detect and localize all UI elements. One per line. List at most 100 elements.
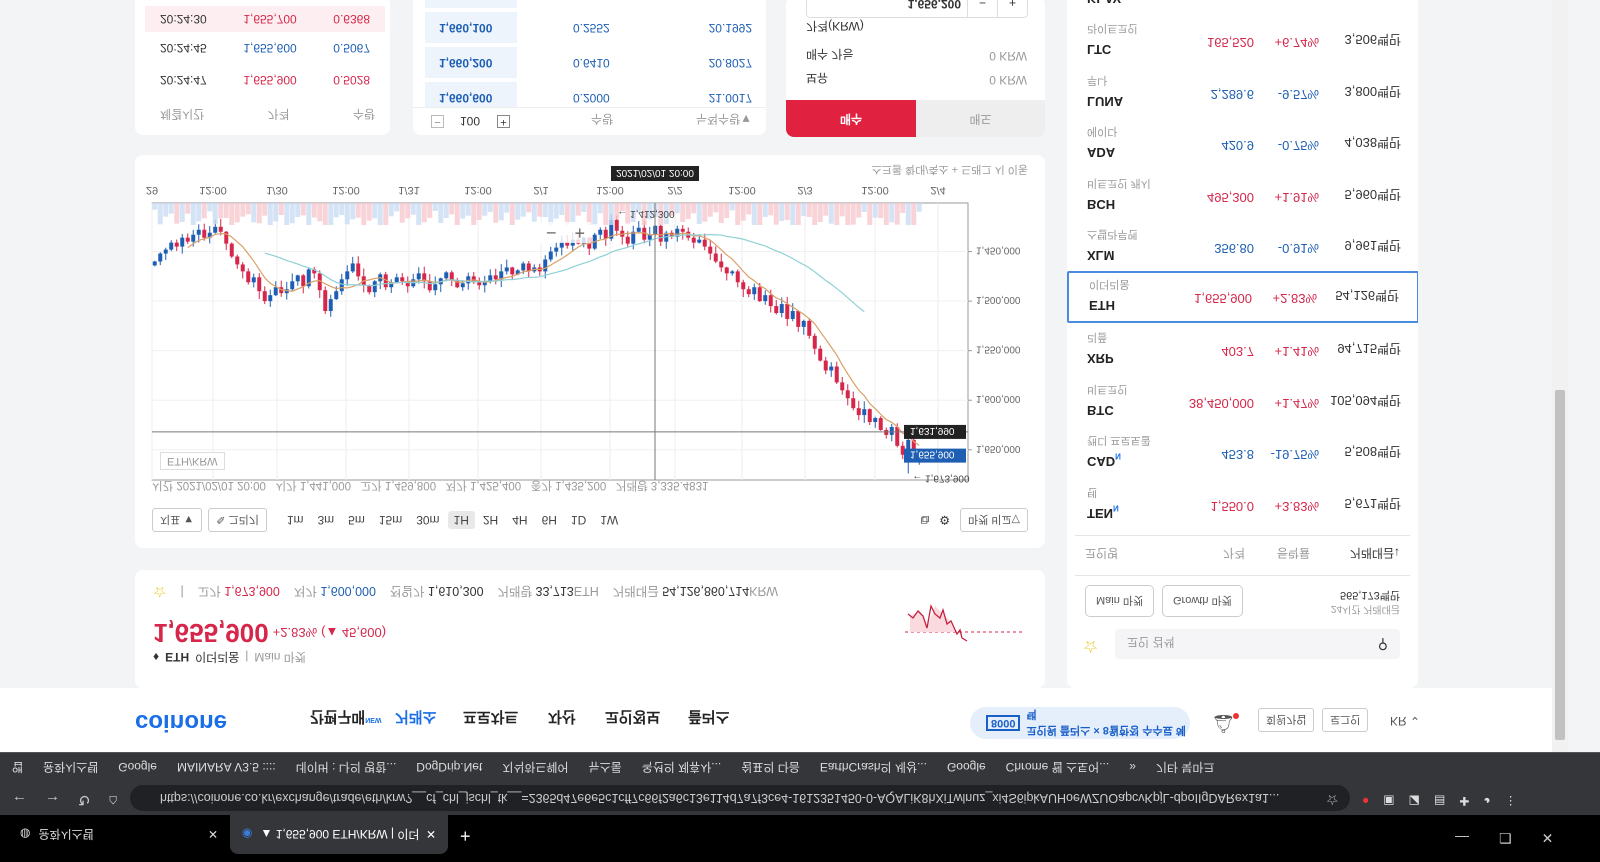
- candlestick-chart[interactable]: 29 12:00 1/30 12:00 1/31 12:00 2/1 12:00 2/2 12:0…: [135, 155, 1045, 548]
- market-row-ltc[interactable]: LTC 라이트코인 165,520 +6.74% 3,506백만: [1087, 22, 1401, 58]
- bookmark-item[interactable]: 옥션의 제휴사...: [641, 760, 722, 774]
- change-percent: +2.83%: [272, 625, 318, 640]
- volume-bar: [267, 203, 273, 225]
- coinone-logo[interactable]: coinone: [135, 709, 228, 736]
- sell-tab[interactable]: 매도: [916, 100, 1045, 137]
- market-row-cad[interactable]: CADN 캔디 프로토콜 453.8 -19.75% 5,508백만: [1087, 434, 1401, 470]
- price-decrease-button[interactable]: −: [967, 0, 997, 17]
- bookmark-item[interactable]: Chrome 웹 스토어...: [1005, 760, 1110, 774]
- forward-icon[interactable]: →: [45, 792, 60, 809]
- nav-item[interactable]: 플러스: [688, 708, 730, 725]
- zoom-in-button[interactable]: +: [574, 223, 586, 243]
- candle: [273, 287, 278, 296]
- extension-icon[interactable]: ▤: [1433, 794, 1446, 808]
- favorite-star-icon[interactable]: ☆: [153, 583, 167, 601]
- language-select[interactable]: KR ⌄: [1390, 714, 1421, 728]
- bookmark-item[interactable]: »: [1129, 760, 1136, 775]
- bookmark-item[interactable]: 네이버 : 나의 명함...: [295, 760, 397, 774]
- volume-bar: [278, 203, 284, 215]
- market-row-eth[interactable]: ETH 이더리움 1,655,900 +2.83% 54,126백만: [1067, 271, 1418, 323]
- nav-item[interactable]: 간편구매NEW: [310, 708, 382, 725]
- candle: [752, 287, 757, 295]
- volume-bar: [553, 203, 559, 219]
- close-tab-icon[interactable]: ✕: [425, 827, 436, 842]
- volume-bar: [405, 203, 411, 219]
- bookmark-star-icon[interactable]: ☆: [1326, 792, 1339, 808]
- notification-bell-icon[interactable]: 🔔︎: [1212, 713, 1239, 734]
- volume-bar: [201, 203, 207, 219]
- market-row-ada[interactable]: ADA 에이다 420.9 -0.75% 4,038백만: [1087, 125, 1401, 161]
- promo-banner[interactable]: 8000 코인원 플러스 × 8월한정 수수료 혜택: [970, 707, 1190, 739]
- browser-tab[interactable]: ◍ 윤화시스템 ✕: [20, 827, 218, 842]
- login-button[interactable]: 로그인: [1322, 708, 1369, 732]
- bookmark-item[interactable]: Google: [118, 760, 157, 775]
- profile-avatar[interactable]: ◕: [1483, 794, 1491, 808]
- close-tab-icon[interactable]: ✕: [207, 827, 218, 842]
- bookmark-item[interactable]: 쉼표의 다음: [741, 760, 800, 774]
- sort-by-volume[interactable]: 거래대금↓: [1349, 546, 1400, 560]
- market-row-luna[interactable]: LUNA 루나 2,289.6 -9.57% 3,800백만: [1087, 74, 1401, 109]
- market-row-btc[interactable]: BTC 비트코인 38,450,000 +1.47% 105,094백만: [1087, 383, 1401, 418]
- scrollbar-thumb[interactable]: [1555, 390, 1565, 740]
- main-market-button[interactable]: Main 마켓: [1085, 585, 1155, 617]
- bookmark-item[interactable]: Google: [946, 760, 986, 775]
- bookmark-item[interactable]: EarthCrash의 세상...: [819, 760, 927, 774]
- reload-icon[interactable]: ↻: [78, 791, 91, 808]
- signup-button[interactable]: 회원가입: [1258, 708, 1315, 732]
- market-row-ten[interactable]: TENN 텐 1,550.0 +3.83% 5,671백만: [1087, 486, 1401, 521]
- adblock-icon[interactable]: ●: [1362, 794, 1370, 808]
- new-tab-button[interactable]: +: [460, 826, 471, 846]
- orderbook-row[interactable]: 1,660,100 0.2552 20.1992: [413, 10, 766, 45]
- candle: [235, 256, 240, 265]
- nav-item[interactable]: 코인정보: [605, 708, 661, 725]
- orderbook-row[interactable]: 1,660,200 0.6410 20.8027: [413, 45, 766, 80]
- globe-icon: ◍: [20, 827, 31, 842]
- volume-bar: [531, 203, 537, 222]
- extension-icon[interactable]: ▣: [1383, 794, 1395, 808]
- new-badge: NEW: [365, 716, 382, 723]
- market-row-bch[interactable]: BCH 비트코인 캐시 495,300 +1.91% 5,960백만: [1087, 177, 1401, 212]
- bookmark-item[interactable]: DogDrip.Net: [416, 760, 483, 775]
- price-increase-button[interactable]: +: [997, 0, 1027, 17]
- volume-bar: [377, 203, 383, 225]
- page-scrollbar[interactable]: [1552, 0, 1568, 752]
- crosshair-time: 2021/02/01 20:00: [616, 167, 694, 178]
- buy-tab[interactable]: 매수: [786, 100, 916, 137]
- zoom-out-button[interactable]: −: [546, 223, 557, 243]
- bookmark-item[interactable]: MAINARA V3.5 ::::: [176, 760, 276, 775]
- bookmark-item[interactable]: 앱: [12, 760, 24, 774]
- browser-tab-active[interactable]: ◉ ▲ 1,655,900 ETH/KRW | 이더리 ✕: [230, 815, 448, 854]
- coin-search-input[interactable]: 코인 검색 ⚲: [1115, 629, 1400, 659]
- restore-icon[interactable]: ❐: [1499, 830, 1512, 846]
- bookmark-item[interactable]: 윤화시스템: [43, 760, 99, 774]
- step-decrease-button[interactable]: −: [431, 115, 444, 128]
- candle: [268, 295, 273, 302]
- home-icon[interactable]: ⌂: [108, 792, 118, 809]
- minimize-icon[interactable]: —: [1455, 830, 1469, 846]
- close-window-icon[interactable]: ✕: [1541, 830, 1554, 846]
- orderbook-row[interactable]: 1,660,0000.234820.0046: [413, 0, 766, 10]
- bookmark-item[interactable]: 지식하드웨어: [502, 760, 569, 774]
- nav-item[interactable]: 프로차트: [463, 708, 519, 725]
- market-row-klay[interactable]: KLAY클레이튼: [1067, 0, 1418, 14]
- x-tick-label: 29: [146, 184, 158, 196]
- search-icon[interactable]: ⚲: [1377, 637, 1388, 653]
- extension-icon[interactable]: ◪: [1408, 794, 1420, 808]
- menu-icon[interactable]: ⋮: [1504, 794, 1517, 808]
- bookmark-item[interactable]: 뉴스룸: [588, 760, 622, 774]
- favorites-star-icon[interactable]: ☆: [1083, 637, 1099, 656]
- growth-market-button[interactable]: Growth 마켓: [1162, 585, 1243, 617]
- puzzle-icon[interactable]: ✚: [1459, 794, 1470, 808]
- price-input[interactable]: 1,656,200 − +: [806, 0, 1028, 18]
- url-input[interactable]: https://coinone.co.kr/exchange/trade/eth…: [130, 785, 1350, 811]
- back-icon[interactable]: ←: [12, 792, 27, 809]
- nav-item[interactable]: 자산: [548, 708, 576, 725]
- market-row-xlm[interactable]: XLM 스텔라루멘 356.80 -0.91% 9,961백만: [1087, 228, 1401, 264]
- volume-bar: [751, 203, 757, 225]
- bookmark-item[interactable]: 기타 북마크: [1155, 760, 1215, 774]
- step-increase-button[interactable]: +: [497, 115, 510, 128]
- market-row-xrp[interactable]: XRP 리플 403.7 +1.41% 94,715백만: [1087, 331, 1401, 367]
- volume-bar: [317, 203, 323, 222]
- nav-item[interactable]: 거래소: [395, 708, 437, 725]
- cumulative-sort[interactable]: 누적수량▼: [695, 112, 752, 126]
